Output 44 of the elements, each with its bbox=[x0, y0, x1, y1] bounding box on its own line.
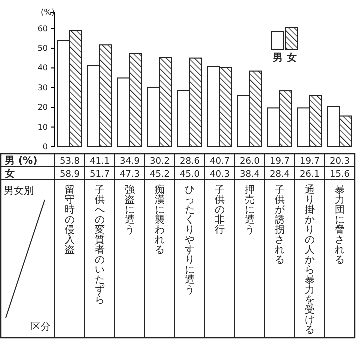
data-label: 53.8 bbox=[60, 157, 80, 167]
data-label: 28.4 bbox=[270, 170, 290, 180]
data-label: 58.9 bbox=[60, 170, 80, 180]
data-label: 45.2 bbox=[150, 170, 170, 180]
x-tick-label: 子供が誘拐される bbox=[274, 185, 286, 266]
x-tick-label: 痴漢に襲われる bbox=[155, 184, 165, 256]
data-label: 34.9 bbox=[120, 157, 140, 167]
y-tick-label: 50 bbox=[38, 44, 48, 54]
legend-label: 女 bbox=[286, 52, 297, 64]
data-label: 26.1 bbox=[300, 170, 320, 180]
data-label: 19.7 bbox=[300, 157, 320, 167]
data-label: 51.7 bbox=[90, 170, 110, 180]
data-label: 28.6 bbox=[180, 157, 200, 167]
y-axis-title: (%) bbox=[41, 8, 55, 17]
data-label: 38.4 bbox=[240, 170, 260, 180]
text: 区分 bbox=[31, 321, 51, 333]
legend-label: 男 bbox=[272, 52, 283, 64]
x-tick-label: 強盗に遭う bbox=[125, 184, 135, 236]
data-label: 47.3 bbox=[120, 170, 140, 180]
data-label: 30.2 bbox=[150, 157, 170, 167]
data-label: 20.3 bbox=[330, 157, 350, 167]
data-label: 40.3 bbox=[210, 170, 230, 180]
y-tick-label: 20 bbox=[38, 103, 48, 112]
data-label: 45.0 bbox=[180, 170, 200, 180]
y-tick-label: 10 bbox=[38, 122, 48, 132]
x-tick-label: 押売に遭う bbox=[245, 184, 255, 236]
data-label: 15.6 bbox=[330, 170, 350, 180]
category-label: 子供への変質者のいたずら bbox=[95, 185, 105, 306]
data-label: 40.7 bbox=[210, 157, 230, 167]
y-tick-label: 30 bbox=[38, 83, 48, 92]
x-tick-label: 子供の非行 bbox=[215, 185, 225, 236]
text: 男 (%) bbox=[5, 156, 38, 167]
text: 女 bbox=[5, 169, 15, 180]
text: 男女別 bbox=[4, 185, 34, 197]
y-tick-label: 40 bbox=[38, 64, 48, 73]
x-tick-label: 暴力団に脅される bbox=[335, 185, 345, 266]
category-label: 通り掛かりの人から暴力を受ける bbox=[305, 185, 315, 336]
category-label: ひったくりやすりに遭う bbox=[185, 185, 195, 296]
x-tick-label: 留守時の侵入盗 bbox=[65, 184, 75, 256]
data-label: 19.7 bbox=[270, 157, 290, 167]
data-label: 41.1 bbox=[90, 157, 110, 167]
y-tick-label: 60 bbox=[38, 24, 48, 34]
y-tick-label: 0 bbox=[42, 142, 48, 152]
data-label: 26.0 bbox=[240, 157, 260, 167]
